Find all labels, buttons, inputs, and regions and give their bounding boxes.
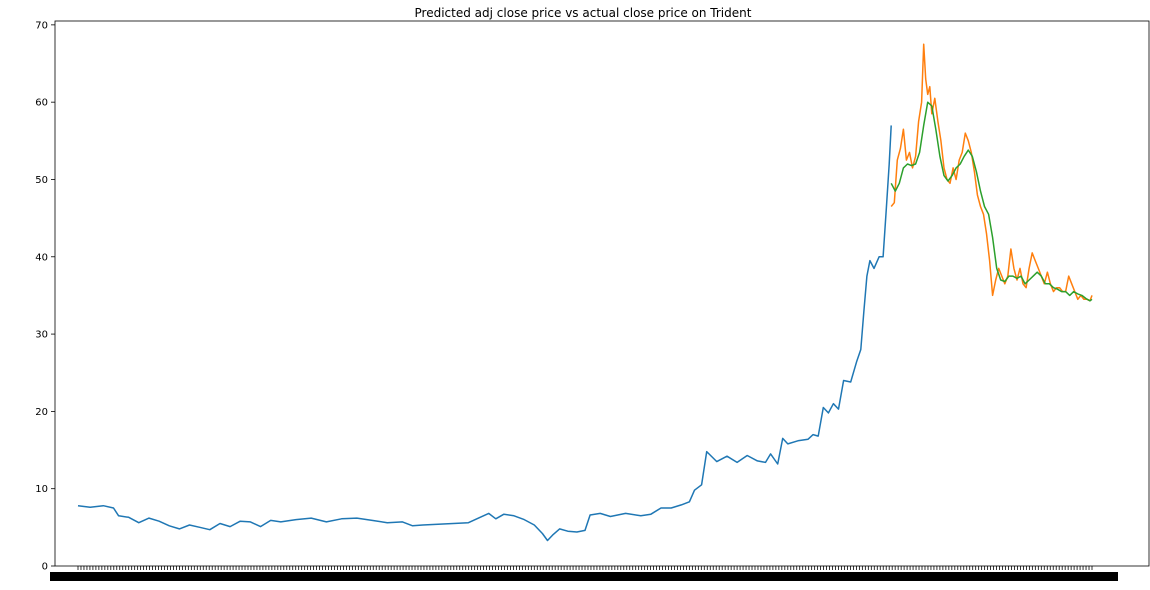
plot-frame: [54, 20, 1150, 567]
y-tick-label: 30: [35, 330, 48, 341]
y-tick-label: 0: [42, 562, 48, 573]
series-line-train: [77, 125, 892, 542]
x-tick-labels-overlap: [50, 572, 1118, 581]
series-layer: [77, 43, 1093, 542]
y-axis: 0 10 20 30 40 50 60 70: [35, 20, 55, 573]
y-tick-label: 20: [35, 407, 48, 418]
y-tick-label: 10: [35, 484, 48, 495]
x-axis: [50, 566, 1118, 581]
y-tick-label: 70: [35, 20, 48, 31]
y-tick-label: 60: [35, 98, 48, 109]
y-tick-label: 50: [35, 175, 48, 186]
y-tick-label: 40: [35, 252, 48, 263]
series-line-predicted: [890, 101, 1093, 302]
chart-title: Predicted adj close price vs actual clos…: [415, 6, 752, 20]
series-line-actual: [890, 43, 1093, 302]
